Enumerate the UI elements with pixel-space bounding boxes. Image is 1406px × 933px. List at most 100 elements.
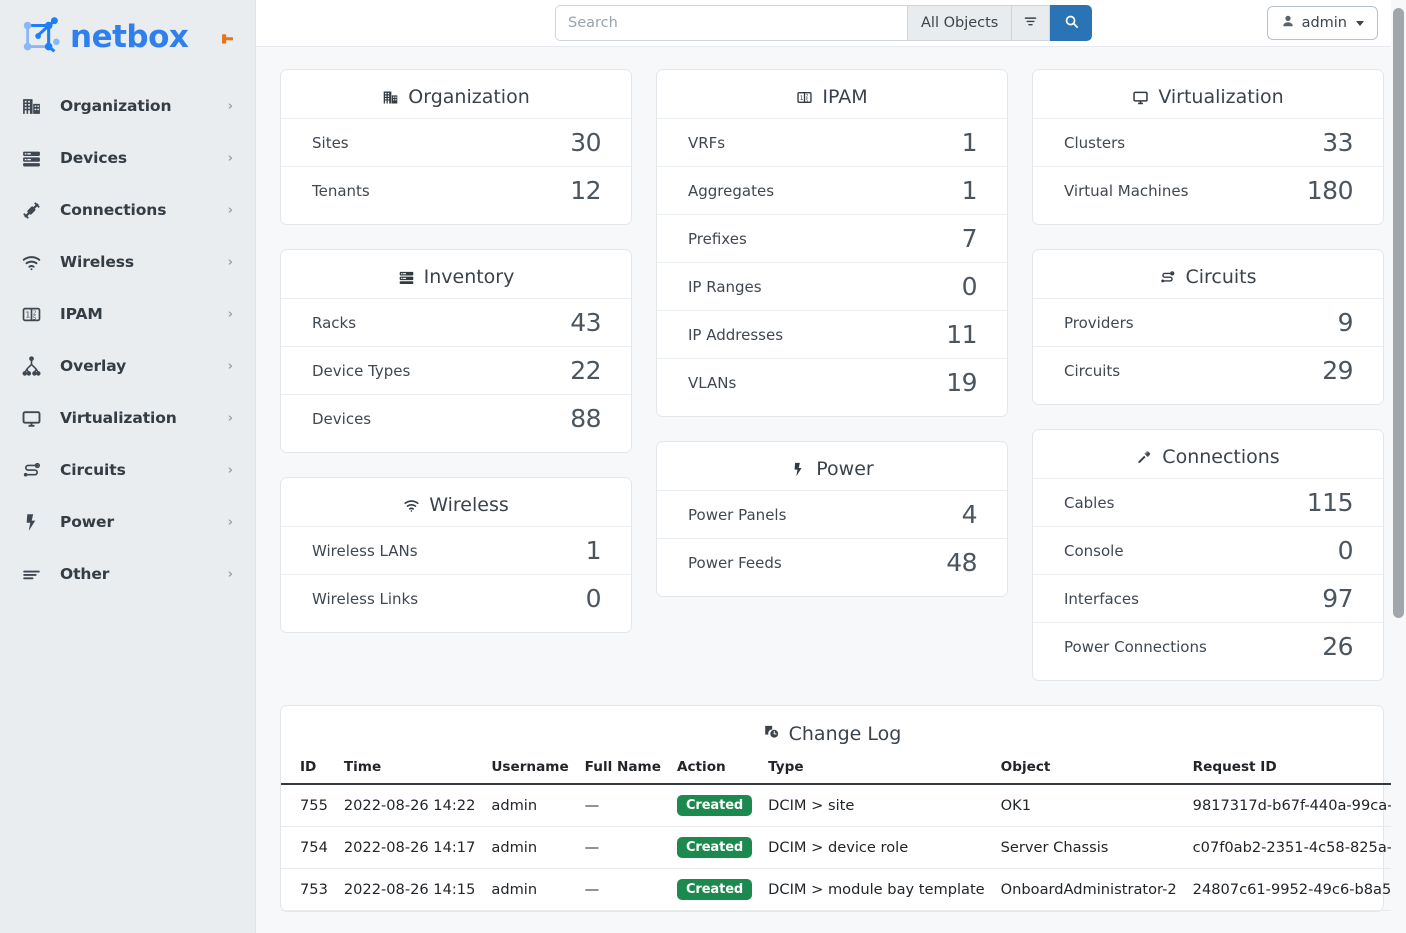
stat-value: 9 (1337, 308, 1354, 337)
table-row[interactable]: 754 2022-08-26 14:17 admin — Created DCI… (281, 826, 1406, 869)
sidebar-item-overlay[interactable]: Overlay › (0, 340, 255, 392)
stat-row[interactable]: Sites 30 (281, 118, 631, 166)
change-log-title-text: Change Log (788, 723, 902, 745)
table-head: ID Time Username Full Name Action Type O… (281, 759, 1406, 785)
sidebar-item-wireless[interactable]: Wireless › (0, 236, 255, 288)
stat-value: 115 (1306, 488, 1354, 517)
top-bar: All Objects (256, 0, 1406, 47)
search-scope-dropdown[interactable]: All Objects (907, 5, 1013, 41)
table-row[interactable]: 753 2022-08-26 14:15 admin — Created DCI… (281, 868, 1406, 911)
page-scrollbar[interactable] (1391, 0, 1406, 933)
col-header-request-id[interactable]: Request ID (1184, 759, 1406, 785)
cables-icon (1136, 449, 1153, 466)
search-input[interactable] (555, 5, 907, 41)
col-header-username[interactable]: Username (483, 759, 577, 785)
chevron-right-icon: › (227, 98, 233, 114)
cell-object[interactable]: Server Chassis (992, 826, 1185, 869)
change-log-title: Change Log (281, 720, 1383, 759)
svg-text:2: 2 (32, 310, 35, 316)
cell-id[interactable]: 753 (281, 868, 336, 911)
svg-text:5: 5 (32, 315, 35, 321)
stat-label: IP Ranges (688, 277, 762, 296)
stat-row[interactable]: Prefixes 7 (657, 214, 1007, 262)
stat-label: Wireless LANs (312, 541, 418, 560)
stat-row[interactable]: Power Panels 4 (657, 490, 1007, 538)
sidebar-item-ipam[interactable]: 1 2 5 IPAM › (0, 288, 255, 340)
card-power: Power Power Panels 4 Power Feeds 48 (656, 441, 1008, 597)
cell-request-id[interactable]: 24807c61-9952-49c6-b8a5-69760bfcc4b3 (1184, 868, 1406, 911)
stat-row[interactable]: Power Connections 26 (1033, 622, 1383, 670)
stat-row[interactable]: Clusters 33 (1033, 118, 1383, 166)
cell-time[interactable]: 2022-08-26 14:15 (335, 868, 484, 911)
stat-row[interactable]: Devices 88 (281, 394, 631, 442)
sidebar-item-power[interactable]: Power › (0, 496, 255, 548)
stat-value: 48 (946, 548, 977, 577)
cell-request-id[interactable]: c07f0ab2-2351-4c58-825a-8b6a2425a1ab (1184, 826, 1406, 869)
status-badge: Created (676, 879, 753, 900)
stat-row[interactable]: Wireless LANs 1 (281, 526, 631, 574)
stat-row[interactable]: Interfaces 97 (1033, 574, 1383, 622)
col-header-id[interactable]: ID (281, 759, 336, 785)
cell-id[interactable]: 755 (281, 784, 336, 827)
col-header-full-name[interactable]: Full Name (576, 759, 669, 785)
sidebar-item-circuits[interactable]: Circuits › (0, 444, 255, 496)
stat-value: 1 (961, 128, 978, 157)
cell-request-id[interactable]: 9817317d-b67f-440a-99ca-4ae07ede94df (1184, 784, 1406, 827)
sidebar-item-label: Other (60, 565, 110, 583)
search-scope-label: All Objects (921, 15, 999, 31)
stat-value: 180 (1306, 176, 1354, 205)
user-menu-button[interactable]: admin (1266, 6, 1378, 40)
card-title: Circuits (1033, 264, 1383, 298)
sidebar-item-virtualization[interactable]: Virtualization › (0, 392, 255, 444)
card-title: Connections (1033, 444, 1383, 478)
search-filter-button[interactable] (1012, 5, 1051, 41)
search-submit-button[interactable] (1050, 5, 1093, 41)
table-row[interactable]: 755 2022-08-26 14:22 admin — Created DCI… (281, 784, 1406, 827)
sidebar-item-other[interactable]: Other › (0, 548, 255, 600)
cell-time[interactable]: 2022-08-26 14:17 (335, 826, 484, 869)
stat-row[interactable]: Power Feeds 48 (657, 538, 1007, 586)
stat-row[interactable]: Virtual Machines 180 (1033, 166, 1383, 214)
col-header-object[interactable]: Object (992, 759, 1185, 785)
stat-row[interactable]: Racks 43 (281, 298, 631, 346)
stat-row[interactable]: VRFs 1 (657, 118, 1007, 166)
search-icon (1064, 14, 1079, 33)
stat-row[interactable]: Providers 9 (1033, 298, 1383, 346)
netbox-logo-icon[interactable] (18, 15, 64, 59)
card-title-text: Organization (408, 86, 530, 108)
change-log-table: ID Time Username Full Name Action Type O… (281, 759, 1406, 911)
stat-label: Providers (1064, 313, 1134, 332)
stat-value: 88 (570, 404, 601, 433)
stat-row[interactable]: Circuits 29 (1033, 346, 1383, 394)
stat-row[interactable]: Console 0 (1033, 526, 1383, 574)
col-header-time[interactable]: Time (335, 759, 484, 785)
stat-row[interactable]: Cables 115 (1033, 478, 1383, 526)
col-header-type[interactable]: Type (760, 759, 993, 785)
sidebar-item-connections[interactable]: Connections › (0, 184, 255, 236)
stat-row[interactable]: Wireless Links 0 (281, 574, 631, 622)
stat-value: 30 (570, 128, 601, 157)
cell-object[interactable]: OK1 (992, 784, 1185, 827)
stat-row[interactable]: Aggregates 1 (657, 166, 1007, 214)
card-title-text: Connections (1162, 446, 1280, 468)
col-header-action[interactable]: Action (668, 759, 761, 785)
cell-time[interactable]: 2022-08-26 14:22 (335, 784, 484, 827)
stat-label: Interfaces (1064, 589, 1139, 608)
stat-row[interactable]: IP Addresses 11 (657, 310, 1007, 358)
plug-icon (18, 197, 44, 223)
card-title: Inventory (281, 264, 631, 298)
card-title-text: Virtualization (1158, 86, 1284, 108)
sidebar-item-devices[interactable]: Devices › (0, 132, 255, 184)
cell-id[interactable]: 754 (281, 826, 336, 869)
scrollbar-thumb[interactable] (1393, 8, 1404, 618)
sidebar-nav: Organization › Devices › (0, 74, 255, 600)
stat-row[interactable]: VLANs 19 (657, 358, 1007, 406)
stat-row[interactable]: Tenants 12 (281, 166, 631, 214)
sidebar-item-organization[interactable]: Organization › (0, 80, 255, 132)
pin-sidebar-icon[interactable] (217, 31, 233, 45)
stat-row[interactable]: Device Types 22 (281, 346, 631, 394)
stat-row[interactable]: IP Ranges 0 (657, 262, 1007, 310)
card-title: Virtualization (1033, 84, 1383, 118)
sidebar-item-label: Connections (60, 201, 167, 219)
